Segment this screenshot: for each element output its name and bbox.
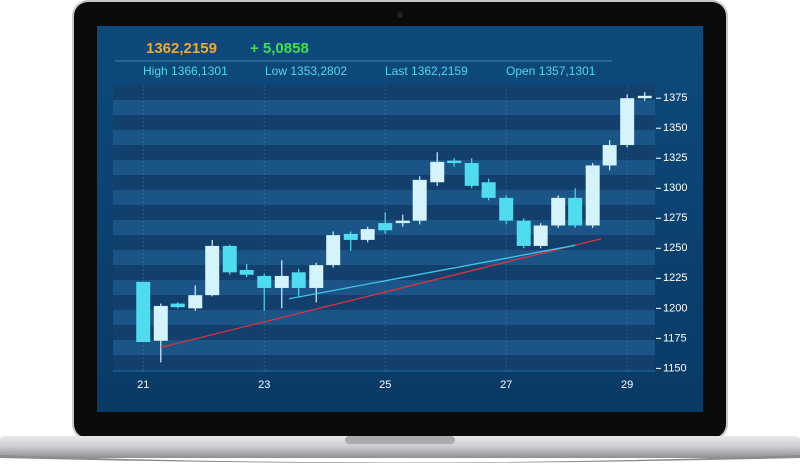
last-label: Last 1362,2159: [385, 64, 468, 78]
stripe: [113, 250, 655, 265]
candle-body: [447, 160, 462, 164]
candle-body: [136, 281, 151, 342]
trendline: [160, 238, 602, 349]
candle-body: [153, 305, 168, 341]
stripe: [113, 325, 655, 340]
candle-body: [568, 197, 583, 226]
stripe: [113, 235, 655, 250]
stripe: [113, 175, 655, 190]
candle-body: [464, 163, 479, 186]
stripe: [113, 355, 655, 370]
open-label: Open 1357,1301: [506, 64, 596, 78]
candle-body: [257, 275, 272, 288]
price: 1362,2159: [146, 40, 217, 57]
candle-body: [274, 275, 289, 288]
stripe: [113, 295, 655, 310]
stripe: [113, 160, 655, 175]
candle-body: [533, 225, 548, 246]
candle-body: [222, 245, 237, 273]
plot-background: [113, 85, 655, 372]
x-tick-label: 21: [137, 379, 149, 391]
candle-body: [585, 165, 600, 226]
stripe: [113, 280, 655, 295]
candle-body: [602, 145, 617, 166]
candle-body: [481, 182, 496, 198]
candle-body: [239, 269, 254, 275]
y-tick-label: 1250: [663, 242, 687, 254]
stripe: [113, 130, 655, 145]
candles: [136, 92, 652, 363]
candle-body: [205, 245, 220, 296]
x-tick-label: 27: [500, 379, 512, 391]
candle-body: [188, 295, 203, 309]
candle-body: [620, 98, 635, 146]
stripe: [113, 145, 655, 160]
x-tick-label: 29: [621, 379, 633, 391]
x-tick-label: 23: [258, 379, 270, 391]
y-tick-label: 1375: [663, 92, 687, 104]
candle-body: [551, 197, 566, 226]
camera: [397, 12, 403, 18]
notch: [345, 436, 455, 444]
candle-body: [516, 220, 531, 246]
candle-body: [378, 223, 393, 231]
y-tick-label: 1225: [663, 272, 687, 284]
candle-body: [395, 220, 410, 224]
candle-body: [309, 265, 324, 288]
candle-body: [291, 272, 306, 288]
y-tick-label: 1175: [663, 332, 687, 344]
y-tick-label: 1275: [663, 212, 687, 224]
y-tick-label: 1150: [663, 362, 687, 374]
stripe: [113, 100, 655, 115]
base: [0, 436, 800, 458]
trendline: [288, 244, 576, 300]
candle-body: [412, 179, 427, 221]
y-tick-label: 1325: [663, 152, 687, 164]
candle-body: [637, 95, 652, 99]
stripe: [113, 205, 655, 220]
change: + 5,0858: [250, 40, 309, 57]
candle-body: [170, 303, 185, 308]
candle-body: [326, 235, 341, 266]
low-label: Low 1353,2802: [265, 64, 347, 78]
x-tick-label: 25: [379, 379, 391, 391]
y-tick-label: 1200: [663, 302, 687, 314]
y-tick-label: 1350: [663, 122, 687, 134]
candle-body: [499, 197, 514, 221]
stripe: [113, 310, 655, 325]
y-tick-label: 1300: [663, 182, 687, 194]
candle-body: [430, 161, 445, 183]
base-shadow: [0, 455, 800, 463]
stripe: [113, 265, 655, 280]
candle-body: [343, 233, 358, 240]
stripe: [113, 340, 655, 355]
high-label: High 1366,1301: [143, 64, 228, 78]
stripe: [113, 370, 655, 372]
stripe: [113, 85, 655, 100]
stripe: [113, 115, 655, 130]
candle-body: [360, 229, 375, 240]
stripe: [113, 190, 655, 205]
